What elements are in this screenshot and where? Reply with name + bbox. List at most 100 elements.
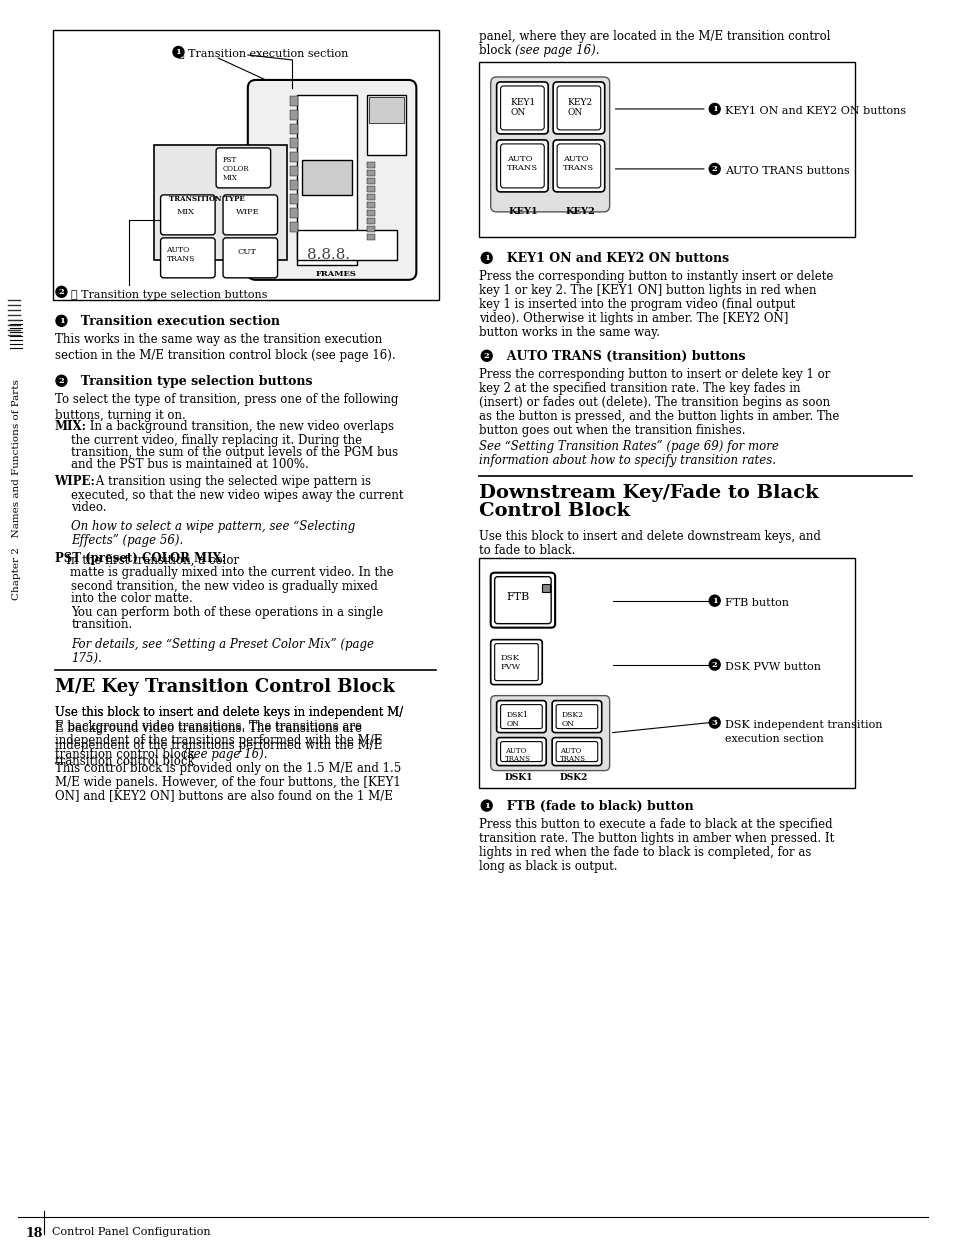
Text: DSK1
ON: DSK1 ON (506, 710, 528, 728)
FancyBboxPatch shape (500, 741, 541, 761)
Circle shape (708, 163, 720, 174)
FancyBboxPatch shape (160, 195, 214, 235)
Text: In the first transition, a color: In the first transition, a color (54, 554, 238, 567)
Bar (366, 234, 375, 240)
Text: TRANSITION TYPE: TRANSITION TYPE (169, 195, 244, 203)
Text: 8.8.8.: 8.8.8. (307, 248, 350, 262)
Text: Chapter 2   Names and Functions of Parts: Chapter 2 Names and Functions of Parts (12, 379, 21, 600)
Bar (290, 138, 298, 148)
Text: WIPE: WIPE (235, 208, 259, 216)
Bar (290, 194, 298, 204)
Text: AUTO
TRANS: AUTO TRANS (559, 746, 585, 763)
Text: FTB (fade to black) button: FTB (fade to black) button (497, 800, 693, 812)
Circle shape (56, 376, 67, 387)
Bar (297, 230, 396, 260)
Text: execution section: execution section (724, 734, 822, 744)
Text: long as black is output.: long as black is output. (478, 860, 617, 872)
Text: Effects” (page 56).: Effects” (page 56). (71, 534, 183, 546)
Bar (478, 62, 855, 236)
Text: 175).: 175). (71, 652, 102, 664)
Text: ON] and [KEY2 ON] buttons are also found on the 1 M/E: ON] and [KEY2 ON] buttons are also found… (54, 790, 392, 802)
Text: FTB: FTB (506, 592, 529, 602)
Text: transition rate. The button lights in amber when pressed. It: transition rate. The button lights in am… (478, 831, 833, 845)
Text: PST
COLOR
MIX: PST COLOR MIX (223, 156, 250, 183)
FancyBboxPatch shape (490, 695, 609, 770)
Bar (52, 30, 438, 300)
Text: KEY1: KEY1 (508, 207, 537, 216)
Bar (290, 180, 298, 190)
Bar (290, 152, 298, 162)
Bar (290, 221, 298, 231)
Text: 2: 2 (711, 661, 717, 668)
FancyBboxPatch shape (497, 139, 548, 192)
FancyBboxPatch shape (490, 639, 541, 684)
Text: See “Setting Transition Rates” (page 69) for more: See “Setting Transition Rates” (page 69)… (478, 440, 778, 453)
Text: second transition, the new video is gradually mixed: second transition, the new video is grad… (71, 580, 377, 592)
FancyBboxPatch shape (500, 86, 543, 129)
Text: To select the type of transition, press one of the following
buttons, turning it: To select the type of transition, press … (54, 393, 397, 422)
FancyBboxPatch shape (500, 144, 543, 188)
Text: and the PST bus is maintained at 100%.: and the PST bus is maintained at 100%. (71, 458, 309, 470)
Text: Transition execution section: Transition execution section (72, 315, 280, 328)
Bar (366, 194, 375, 200)
FancyBboxPatch shape (552, 700, 601, 733)
Text: transition.: transition. (71, 618, 132, 631)
Text: This control block is provided only on the 1.5 M/E and 1.5: This control block is provided only on t… (54, 761, 400, 775)
FancyBboxPatch shape (495, 643, 537, 680)
Text: button goes out when the transition finishes.: button goes out when the transition fini… (478, 424, 744, 437)
Text: 2: 2 (58, 377, 64, 384)
Circle shape (56, 286, 67, 297)
Bar (366, 178, 375, 184)
Bar (290, 96, 298, 106)
Text: the current video, finally replacing it. During the: the current video, finally replacing it.… (71, 434, 362, 447)
Text: KEY2: KEY2 (564, 207, 594, 216)
Text: PST (preset) COLOR MIX:: PST (preset) COLOR MIX: (54, 551, 225, 565)
Text: lights in red when the fade to black is completed, for as: lights in red when the fade to black is … (478, 846, 810, 858)
Circle shape (480, 253, 492, 264)
Text: WIPE:: WIPE: (54, 475, 95, 488)
Text: 1: 1 (175, 49, 181, 56)
Text: 1: 1 (58, 317, 65, 325)
Text: DSK PVW button: DSK PVW button (724, 662, 820, 672)
Text: 1: 1 (483, 801, 489, 810)
Text: DSK1: DSK1 (504, 773, 533, 781)
Bar (297, 95, 356, 265)
Text: video.: video. (71, 501, 107, 514)
Bar (290, 124, 298, 134)
FancyBboxPatch shape (490, 572, 555, 628)
FancyBboxPatch shape (557, 86, 600, 129)
Text: independent of the transitions performed with the M/E: independent of the transitions performed… (54, 734, 381, 746)
Text: AUTO TRANS (transition) buttons: AUTO TRANS (transition) buttons (497, 350, 744, 363)
FancyBboxPatch shape (553, 82, 604, 134)
Bar (302, 160, 352, 195)
Text: M/E wide panels. However, of the four buttons, the [KEY1: M/E wide panels. However, of the four bu… (54, 775, 400, 789)
Text: button works in the same way.: button works in the same way. (478, 326, 659, 338)
Circle shape (708, 595, 720, 606)
FancyBboxPatch shape (248, 80, 416, 280)
FancyBboxPatch shape (552, 738, 601, 765)
Text: to fade to black.: to fade to black. (478, 544, 575, 557)
Text: MIX: MIX (176, 208, 194, 216)
Text: video). Otherwise it lights in amber. The [KEY2 ON]: video). Otherwise it lights in amber. Th… (478, 312, 787, 325)
FancyBboxPatch shape (556, 704, 598, 729)
Text: Use this block to insert and delete keys in independent M/
E background video tr: Use this block to insert and delete keys… (54, 705, 402, 768)
Text: Transition type selection buttons: Transition type selection buttons (72, 374, 313, 388)
Bar (366, 210, 375, 216)
Text: A transition using the selected wipe pattern is: A transition using the selected wipe pat… (92, 475, 371, 488)
Text: Use this block to insert and delete downstream keys, and: Use this block to insert and delete down… (478, 530, 820, 542)
Text: AUTO
TRANS: AUTO TRANS (506, 156, 537, 172)
Text: transition, the sum of the output levels of the PGM bus: transition, the sum of the output levels… (71, 445, 398, 459)
Text: KEY1 ON and KEY2 ON buttons: KEY1 ON and KEY2 ON buttons (724, 106, 904, 116)
Text: AUTO TRANS buttons: AUTO TRANS buttons (724, 165, 848, 175)
Text: Downstream Key/Fade to Black: Downstream Key/Fade to Black (478, 484, 818, 501)
FancyBboxPatch shape (553, 139, 604, 192)
Text: ① Transition execution section: ① Transition execution section (178, 49, 349, 58)
Text: AUTO
TRANS: AUTO TRANS (562, 156, 594, 172)
Circle shape (708, 103, 720, 114)
Text: KEY1
ON: KEY1 ON (510, 98, 536, 117)
Bar (366, 202, 375, 208)
FancyBboxPatch shape (490, 77, 609, 211)
Text: In a background transition, the new video overlaps: In a background transition, the new vide… (86, 419, 394, 433)
Circle shape (708, 659, 720, 671)
Bar (366, 162, 375, 168)
